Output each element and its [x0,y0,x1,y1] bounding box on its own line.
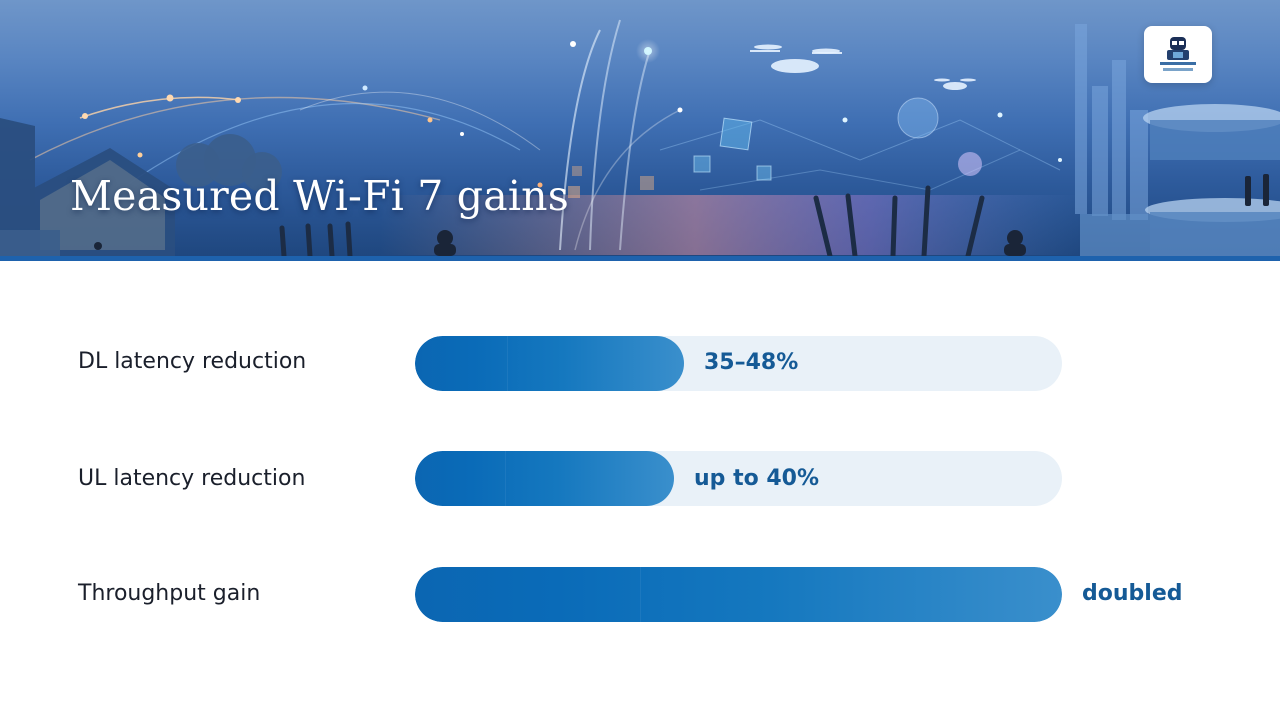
metric-value-dl-latency: 35–48% [704,350,799,375]
metric-label-ul-latency: UL latency reduction [78,466,306,491]
futuristic-city-illustration [0,19,1280,256]
techie-nerds-logo-icon [1157,34,1199,75]
metric-bar-ul-latency [415,451,1062,506]
metric-value-throughput: doubled [1082,581,1183,606]
metric-label-throughput: Throughput gain [78,581,261,606]
metric-value-ul-latency: up to 40% [694,466,820,491]
metric-fill-dl-latency [415,336,684,391]
page-title: Measured Wi-Fi 7 gains [70,172,570,220]
logo [1144,26,1212,83]
metric-fill-throughput [415,567,1062,622]
metric-bar-dl-latency [415,336,1062,391]
banner-divider [0,256,1280,261]
header-banner: Measured Wi-Fi 7 gains [0,0,1280,256]
metric-label-dl-latency: DL latency reduction [78,349,307,374]
metric-bar-throughput [415,567,1062,622]
metric-fill-ul-latency [415,451,674,506]
